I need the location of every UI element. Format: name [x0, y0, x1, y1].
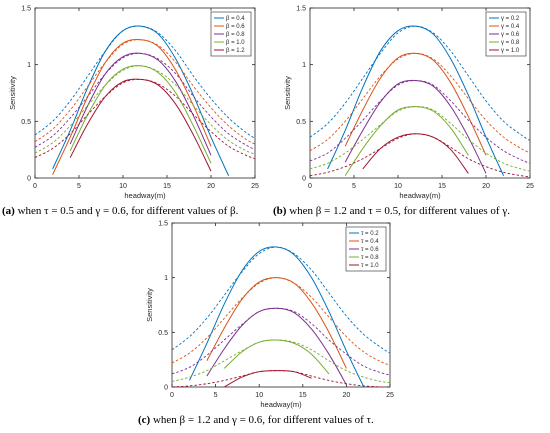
chart-b-series-5-dashed-line — [310, 133, 530, 178]
chart-b-series-1-solid-line — [327, 25, 505, 176]
chart-b-series-4-dashed-line — [310, 106, 530, 172]
chart-b-axes-box — [309, 7, 531, 179]
chart-a-series-5-solid-line — [69, 78, 212, 172]
chart-a-legend-label-1: β = 0.4 — [226, 16, 245, 22]
chart-panel-a: 0 5 10 15 20 25 0 0.5 1 1.5 headway(m) Sensitivity β… — [0, 0, 275, 201]
chart-b-xtick-label: 15 — [438, 183, 446, 190]
chart-c-legend-label-3: τ = 0.6 — [361, 247, 379, 253]
chart-c-xlabel: headway(m) — [260, 400, 302, 409]
chart-panel-c: 0 5 10 15 20 25 0 0.5 1 1.5 headway(m) Sensitivity τ… — [135, 215, 410, 410]
caption-a-text: when τ = 0.5 and γ = 0.6, for different … — [14, 205, 239, 217]
chart-b-xlabel: headway(m) — [399, 191, 441, 200]
chart-a-ytick-label: 1.5 — [21, 6, 31, 13]
chart-a-series-1-dashed-line — [35, 25, 255, 139]
chart-c-series-3-solid-line — [206, 307, 347, 386]
chart-b-xtick-label: 0 — [308, 183, 312, 190]
chart-b-series-3-dashed-line — [310, 80, 530, 164]
chart-c-ytick-label: 0.5 — [158, 330, 168, 337]
chart-b-series-3-solid-line — [344, 79, 487, 174]
chart-a-series-4-solid-line — [69, 65, 212, 164]
chart-b-svg: 0 5 10 15 20 25 0 0.5 1 1.5 headway(m) Sensitivity γ… — [283, 6, 534, 201]
chart-c-axes-box — [171, 222, 391, 388]
chart-a-xtick-label: 15 — [163, 183, 171, 190]
caption-c: (c) when β = 1.2 and γ = 0.6, for differ… — [138, 414, 374, 426]
chart-b-legend-label-3: γ = 0.6 — [501, 32, 520, 38]
chart-a-series-1-solid-line — [52, 25, 230, 176]
chart-c-series-4-solid-line — [223, 339, 330, 375]
chart-a-xtick-label: 20 — [207, 183, 215, 190]
chart-b-legend-label-2: γ = 0.4 — [501, 24, 520, 30]
caption-b-label: (b) — [273, 205, 287, 217]
chart-a-xtick-label: 25 — [251, 183, 259, 190]
chart-b-ytick-label: 0.5 — [296, 119, 306, 126]
chart-b-series-1-dashed-line — [310, 25, 530, 141]
caption-b: (b) when β = 1.2 and τ = 0.5, for differ… — [273, 205, 510, 217]
chart-a-legend-label-5: β = 1.2 — [226, 48, 245, 54]
chart-a-legend-label-3: β = 0.8 — [226, 32, 245, 38]
chart-a-plot-area — [35, 25, 255, 176]
chart-c-ylabel: Sensitivity — [145, 288, 154, 322]
caption-a-label: (a) — [2, 205, 15, 217]
chart-a-axes-box — [34, 7, 256, 179]
chart-c-ytick-label: 1 — [164, 275, 168, 282]
chart-b-ytick-label: 1.5 — [296, 6, 306, 13]
chart-c-xtick-label: 15 — [299, 392, 307, 399]
chart-b-series-5-solid-line — [362, 133, 469, 174]
chart-a-series-5-dashed-line — [35, 78, 255, 160]
chart-c-xtick-label: 10 — [255, 392, 263, 399]
chart-a-xtick-label: 0 — [33, 183, 37, 190]
chart-c-legend-label-2: τ = 0.4 — [361, 239, 379, 245]
chart-c-plot-area — [172, 246, 390, 387]
chart-b-plot-area — [310, 25, 530, 178]
chart-c-series-3-dashed-line — [172, 307, 390, 376]
chart-c-legend-label-5: τ = 1.0 — [361, 263, 379, 269]
caption-c-text: when β = 1.2 and γ = 0.6, for different … — [150, 414, 374, 426]
chart-a-legend-label-2: β = 0.6 — [226, 24, 245, 30]
chart-b-xtick-label: 20 — [482, 183, 490, 190]
chart-b-legend-label-4: γ = 0.8 — [501, 40, 520, 46]
chart-c-ytick-label: 0 — [164, 385, 168, 392]
chart-c-legend-label-4: τ = 0.8 — [361, 255, 379, 261]
chart-b-ylabel: Sensitivity — [283, 76, 292, 110]
chart-b-legend-label-1: γ = 0.2 — [501, 16, 520, 22]
chart-b-ytick-label: 0 — [302, 176, 306, 183]
chart-a-legend-label-4: β = 1.0 — [226, 40, 245, 46]
chart-c-svg: 0 5 10 15 20 25 0 0.5 1 1.5 headway(m) Sensitivity τ… — [145, 221, 394, 410]
chart-a-xtick-label: 5 — [77, 183, 81, 190]
chart-a-svg: 0 5 10 15 20 25 0 0.5 1 1.5 headway(m) Sensitivity β… — [8, 6, 259, 201]
chart-b-xtick-label: 25 — [526, 183, 534, 190]
chart-a-ylabel: Sensitivity — [8, 76, 17, 110]
chart-b-legend-box — [485, 11, 527, 57]
chart-b-xtick-label: 10 — [394, 183, 402, 190]
chart-b-ytick-label: 1 — [302, 62, 306, 69]
chart-c-xtick-label: 0 — [170, 392, 174, 399]
chart-c-xtick-label: 20 — [343, 392, 351, 399]
caption-a: (a) when τ = 0.5 and γ = 0.6, for differ… — [2, 205, 238, 217]
caption-c-label: (c) — [138, 414, 151, 426]
chart-b-legend-label-5: γ = 1.0 — [501, 48, 520, 54]
chart-c-legend-label-1: τ = 0.2 — [361, 231, 379, 237]
chart-c-series-5-solid-line — [224, 370, 312, 387]
chart-b-series-2-dashed-line — [310, 52, 530, 154]
chart-a-ytick-label: 0.5 — [21, 119, 31, 126]
chart-panel-b: 0 5 10 15 20 25 0 0.5 1 1.5 headway(m) Sensitivity γ… — [275, 0, 550, 201]
chart-b-series-4-solid-line — [344, 106, 469, 177]
chart-c-series-2-dashed-line — [172, 277, 390, 366]
chart-a-series-2-solid-line — [52, 38, 212, 175]
chart-b-series-2-solid-line — [344, 52, 487, 156]
caption-b-text: when β = 1.2 and τ = 0.5, for different … — [286, 205, 510, 217]
chart-a-series-3-solid-line — [69, 52, 212, 156]
chart-c-series-2-solid-line — [206, 277, 347, 369]
chart-b-xtick-label: 5 — [352, 183, 356, 190]
chart-c-xtick-label: 25 — [386, 392, 394, 399]
chart-a-xtick-label: 10 — [119, 183, 127, 190]
chart-c-ytick-label: 1.5 — [158, 221, 168, 228]
chart-c-series-4-dashed-line — [172, 339, 390, 384]
chart-a-ytick-label: 0 — [27, 176, 31, 183]
chart-a-xlabel: headway(m) — [124, 191, 166, 200]
chart-a-ytick-label: 1 — [27, 62, 31, 69]
chart-c-xtick-label: 5 — [214, 392, 218, 399]
